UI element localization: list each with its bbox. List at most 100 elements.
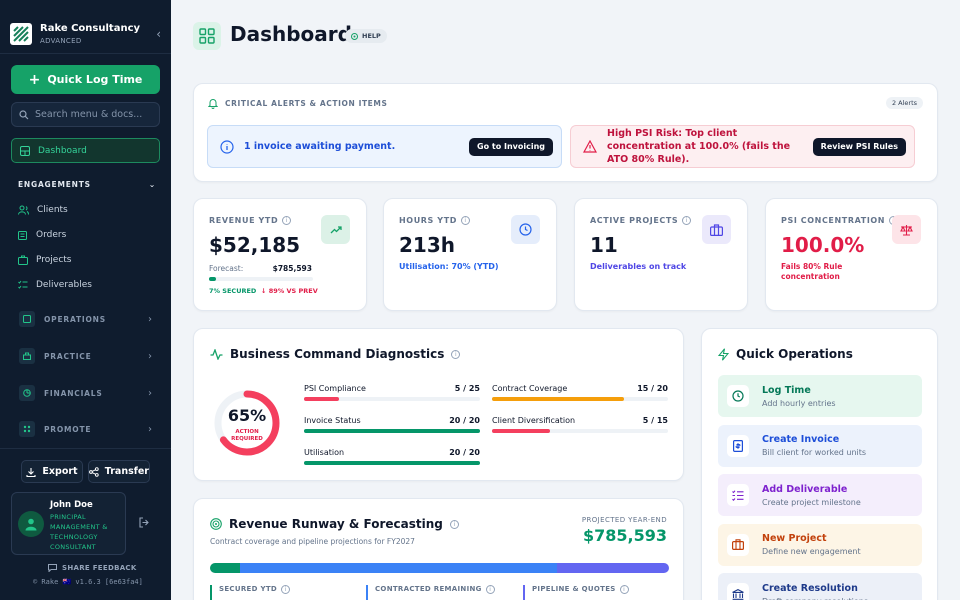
log-time-button[interactable]: Log Time Add hourly entries <box>718 375 922 417</box>
metric-bar-fill <box>304 397 340 401</box>
sidebar-item-dashboard[interactable]: Dashboard <box>11 138 160 163</box>
sidebar-item-label: Orders <box>36 230 67 240</box>
score-status: ACTION REQUIRED <box>231 429 263 442</box>
metric-bar-fill <box>492 429 551 433</box>
sidebar-item-deliverables[interactable]: Deliverables <box>18 280 92 290</box>
lightning-icon <box>718 347 729 361</box>
runway-card: Revenue Runway & Forecasting i Contract … <box>193 498 684 600</box>
quick-operations-title-text: Quick Operations <box>736 347 853 361</box>
sidebar-group-label: PRACTICE <box>44 351 92 361</box>
chevron-right-icon: › <box>148 387 152 399</box>
create-invoice-button[interactable]: Create Invoice Bill client for worked uni… <box>718 424 922 467</box>
info-icon <box>220 139 234 154</box>
stat-card-projects[interactable]: ACTIVE PROJECTS i 11 Deliverables on trac… <box>574 198 748 311</box>
brand: Rake Consultancy ADVANCED ‹ <box>0 0 171 54</box>
stat-card-hours[interactable]: HOURS YTD i 213h Utilisation: 70% (YTD) <box>383 198 557 311</box>
sidebar: Rake Consultancy ADVANCED ‹ + Quick Log … <box>0 0 171 600</box>
runway-legend-item: PIPELINE & QUOTES i <box>523 585 629 600</box>
metric-value: 5 / 15 <box>642 416 668 425</box>
quick-op-subtitle: Define new engagement <box>762 547 861 556</box>
export-label: Export <box>42 466 78 477</box>
stat-value: 100.0% <box>781 233 865 257</box>
sidebar-item-projects[interactable]: Projects <box>18 255 71 265</box>
metric-bar <box>304 461 480 465</box>
sidebar-group-financials[interactable]: FINANCIALS › <box>11 380 160 406</box>
secured-label: 7% SECURED <box>209 287 257 295</box>
brand-name: Rake Consultancy <box>40 22 141 34</box>
alerts-header-label: CRITICAL ALERTS & ACTION ITEMS <box>225 99 388 108</box>
target-icon <box>210 518 222 530</box>
info-icon: i <box>619 585 629 594</box>
user-card[interactable]: John Doe PRINCIPAL MANAGEMENT & TECHNOLO… <box>11 492 126 555</box>
version-label: © Rake 🇦🇺 v1.6.3 [6e63fa4] <box>33 578 143 586</box>
sidebar-group-practice[interactable]: PRACTICE › <box>11 343 160 369</box>
info-icon: i <box>461 216 470 225</box>
stat-label-text: REVENUE YTD <box>209 216 279 225</box>
logout-icon[interactable] <box>139 517 150 531</box>
stat-label: HOURS YTD i <box>399 216 470 225</box>
chevron-down-icon: ⌄ <box>148 180 156 189</box>
runway-title-text: Revenue Runway & Forecasting <box>229 517 443 531</box>
forecast-progress-fill <box>209 277 217 281</box>
financials-icon <box>19 385 35 401</box>
runway-legend-label: CONTRACTED REMAINING <box>375 585 482 593</box>
checklist-icon <box>18 280 28 289</box>
review-psi-rules-button[interactable]: Review PSI Rules <box>812 137 906 156</box>
info-icon: i <box>682 216 692 225</box>
trending-up-icon <box>321 215 350 244</box>
sidebar-item-orders[interactable]: Orders <box>18 230 66 240</box>
search-icon <box>19 109 29 119</box>
quick-log-time-button[interactable]: + Quick Log Time <box>11 65 160 94</box>
checklist-icon <box>727 484 749 506</box>
add-deliverable-button[interactable]: Add Deliverable Create project milestone <box>718 474 922 516</box>
sidebar-group-operations[interactable]: OPERATIONS › <box>11 306 160 332</box>
metric-value: 20 / 20 <box>449 416 480 425</box>
forecast-value: $785,593 <box>272 264 312 273</box>
metric-bar <box>304 397 480 401</box>
sidebar-item-label: Clients <box>37 205 68 215</box>
alert-invoice: 1 invoice awaiting payment. Go to Invoic… <box>207 125 562 168</box>
divider <box>0 448 171 449</box>
score-gauge <box>214 390 280 456</box>
export-button[interactable]: Export <box>21 460 83 483</box>
user-role: PRINCIPAL MANAGEMENT & TECHNOLOGY CONSUL… <box>50 513 108 551</box>
help-button[interactable]: HELP <box>345 29 387 43</box>
stat-card-psi[interactable]: PSI CONCENTRATIONi 100.0% Fails 80% Rule… <box>765 198 938 311</box>
sidebar-group-label: PROMOTE <box>44 424 92 434</box>
invoice-icon <box>727 434 749 457</box>
metric-label: PSI Compliance <box>304 384 366 393</box>
sidebar-group-promote[interactable]: PROMOTE › <box>11 416 160 442</box>
alerts-count-badge: 2 Alerts <box>885 97 923 109</box>
briefcase-icon <box>727 533 749 556</box>
engagements-section-header[interactable]: ENGAGEMENTS ⌄ <box>18 180 156 189</box>
share-feedback-link[interactable]: SHARE FEEDBACK <box>48 564 137 572</box>
dashboard-header-icon <box>193 22 221 50</box>
plus-icon: + <box>28 71 41 88</box>
gauge-arc <box>214 390 280 456</box>
quick-op-subtitle: Bill client for worked units <box>762 448 867 457</box>
search-box[interactable] <box>11 102 160 127</box>
sidebar-group-label: FINANCIALS <box>44 388 103 398</box>
search-input[interactable] <box>35 109 150 120</box>
collapse-sidebar-icon[interactable]: ‹ <box>156 26 161 41</box>
quick-op-title: Create Invoice <box>762 434 840 445</box>
go-to-invoicing-button[interactable]: Go to Invoicing <box>469 137 553 156</box>
quick-op-subtitle: Draft company resolutions <box>762 597 868 600</box>
diagnostics-title-text: Business Command Diagnostics <box>230 347 445 361</box>
users-icon <box>18 205 29 215</box>
alert-text: 1 invoice awaiting payment. <box>244 141 396 152</box>
create-resolution-button[interactable]: Create Resolution Draft company resolutio… <box>718 573 922 600</box>
practice-icon <box>19 348 35 364</box>
sidebar-item-clients[interactable]: Clients <box>18 205 68 215</box>
stat-label-text: ACTIVE PROJECTS <box>590 216 679 225</box>
stat-card-revenue[interactable]: REVENUE YTD i $52,185 Forecast: $785,593 … <box>193 198 367 311</box>
stat-label-text: HOURS YTD <box>399 216 457 225</box>
score-value: 65% <box>227 406 267 425</box>
metric-value: 15 / 20 <box>637 384 668 393</box>
transfer-button[interactable]: Transfer <box>88 460 150 483</box>
briefcase-icon <box>18 255 28 265</box>
new-project-button[interactable]: New Project Define new engagement <box>718 523 922 566</box>
change-label: ↓ 89% VS PREV <box>261 287 318 295</box>
sidebar-item-label: Dashboard <box>38 145 87 156</box>
stat-sub: Deliverables on track <box>590 262 687 271</box>
